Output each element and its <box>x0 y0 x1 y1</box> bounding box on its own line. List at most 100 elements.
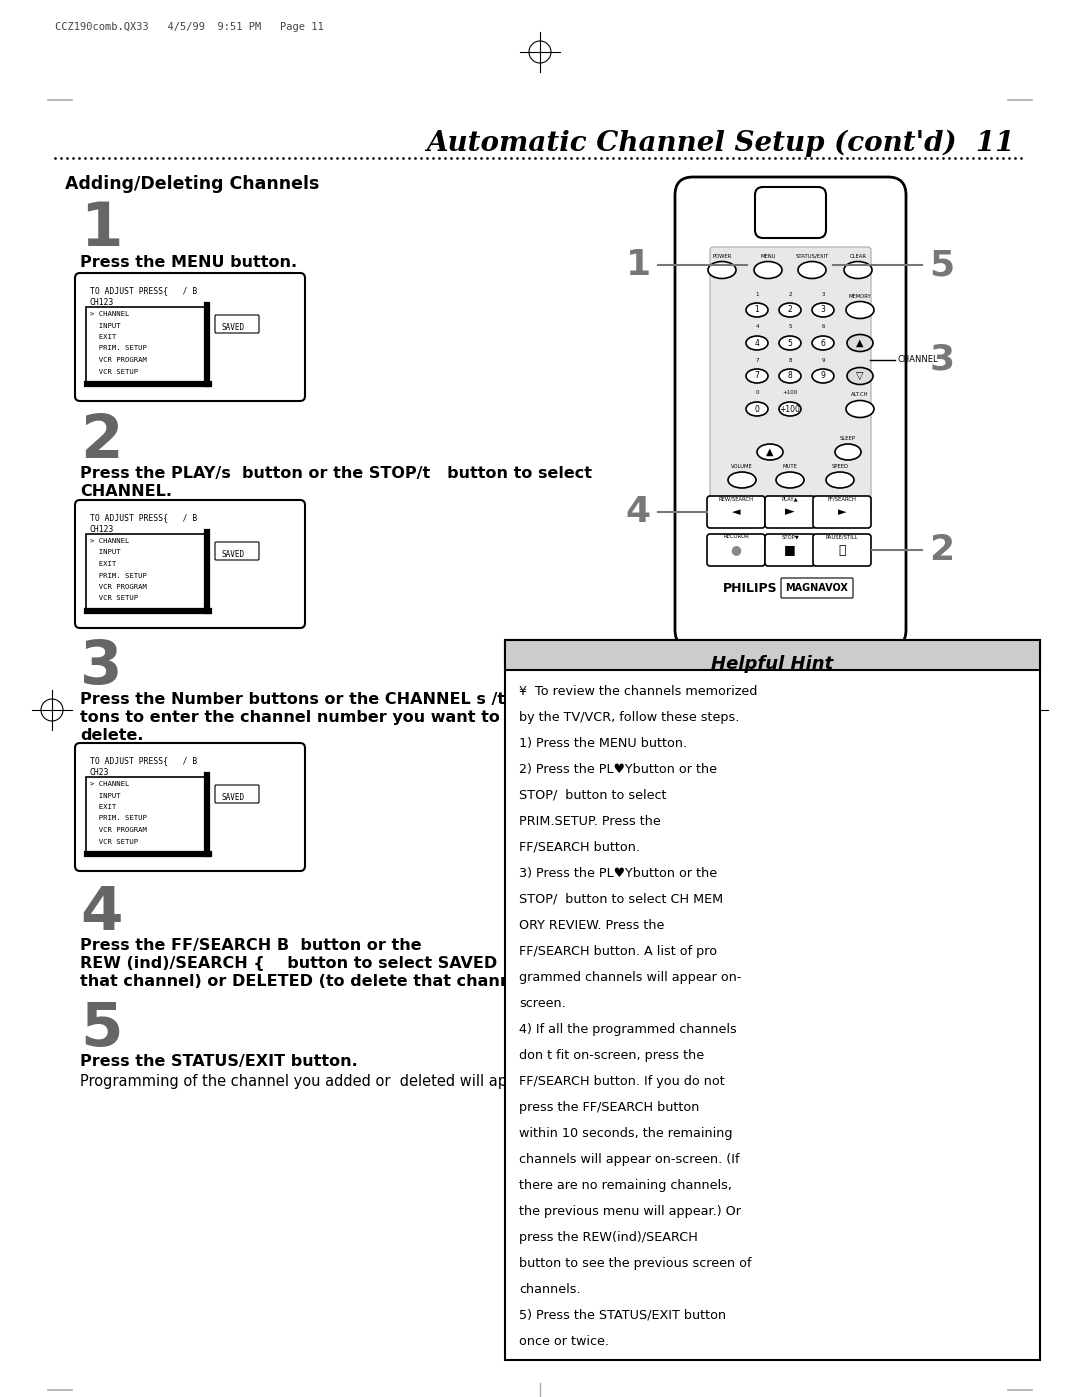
Text: 9: 9 <box>821 372 825 380</box>
FancyBboxPatch shape <box>707 534 765 566</box>
Text: ●: ● <box>730 543 742 556</box>
Text: 3: 3 <box>80 638 122 697</box>
Text: RECORDR: RECORDR <box>724 535 748 539</box>
Ellipse shape <box>826 472 854 488</box>
Text: that channel) or DELETED (to delete that channel).: that channel) or DELETED (to delete that… <box>80 974 541 989</box>
Text: delete.: delete. <box>80 728 144 743</box>
Bar <box>86 307 206 384</box>
Text: FF/SEARCH button. If you do not: FF/SEARCH button. If you do not <box>519 1076 725 1088</box>
Text: TO ADJUST PRESS{   / B: TO ADJUST PRESS{ / B <box>90 286 198 295</box>
Text: ¥  To review the channels memorized: ¥ To review the channels memorized <box>519 685 757 698</box>
Text: VCR SETUP: VCR SETUP <box>90 369 138 374</box>
Text: INPUT: INPUT <box>90 549 121 556</box>
Text: 1: 1 <box>80 200 122 258</box>
Text: PAUSE/STILL: PAUSE/STILL <box>826 535 859 539</box>
Text: channels.: channels. <box>519 1282 581 1296</box>
Text: TO ADJUST PRESS{   / B: TO ADJUST PRESS{ / B <box>90 513 198 522</box>
Ellipse shape <box>757 444 783 460</box>
Text: Press the Number buttons or the CHANNEL s /t  but-: Press the Number buttons or the CHANNEL … <box>80 692 554 707</box>
Text: Press the STATUS/EXIT button.: Press the STATUS/EXIT button. <box>80 1053 357 1069</box>
Text: ▲: ▲ <box>766 447 773 457</box>
Text: ⏸: ⏸ <box>838 543 846 556</box>
Ellipse shape <box>779 402 801 416</box>
Ellipse shape <box>746 402 768 416</box>
Text: EXIT: EXIT <box>90 334 117 339</box>
FancyBboxPatch shape <box>215 542 259 560</box>
Text: VCR PROGRAM: VCR PROGRAM <box>90 358 147 363</box>
Text: there are no remaining channels,: there are no remaining channels, <box>519 1179 732 1192</box>
Text: 1: 1 <box>755 292 759 296</box>
Text: press the FF/SEARCH button: press the FF/SEARCH button <box>519 1101 700 1113</box>
Text: 8: 8 <box>788 358 792 362</box>
Text: 6: 6 <box>821 324 825 330</box>
FancyBboxPatch shape <box>75 272 305 401</box>
Ellipse shape <box>728 472 756 488</box>
Text: by the TV/VCR, follow these steps.: by the TV/VCR, follow these steps. <box>519 711 740 724</box>
Text: 3: 3 <box>821 306 825 314</box>
Text: SAVED: SAVED <box>221 323 244 332</box>
Text: MEMORY: MEMORY <box>849 293 872 299</box>
Text: screen.: screen. <box>519 997 566 1010</box>
Text: CLEAR: CLEAR <box>850 253 866 258</box>
FancyBboxPatch shape <box>75 500 305 629</box>
FancyBboxPatch shape <box>710 247 870 518</box>
Text: button to see the previous screen of: button to see the previous screen of <box>519 1257 752 1270</box>
Text: 4: 4 <box>625 495 650 529</box>
Text: PRIM. SETUP: PRIM. SETUP <box>90 345 147 352</box>
Text: FF/SEARCH button. A list of pro: FF/SEARCH button. A list of pro <box>519 944 717 958</box>
Text: EXIT: EXIT <box>90 562 117 567</box>
Text: CH23: CH23 <box>90 768 109 777</box>
Bar <box>86 777 206 854</box>
Text: PRIM. SETUP: PRIM. SETUP <box>90 573 147 578</box>
Text: VOLUME: VOLUME <box>731 464 753 469</box>
Ellipse shape <box>746 303 768 317</box>
Text: the previous menu will appear.) Or: the previous menu will appear.) Or <box>519 1206 741 1218</box>
Text: PRIM.SETUP. Press the: PRIM.SETUP. Press the <box>519 814 661 828</box>
Text: Helpful Hint: Helpful Hint <box>711 655 833 673</box>
FancyBboxPatch shape <box>813 534 870 566</box>
Text: MENU: MENU <box>760 253 775 258</box>
Text: 7: 7 <box>755 358 759 362</box>
Text: ALT.CH: ALT.CH <box>851 393 868 398</box>
Text: INPUT: INPUT <box>90 792 121 799</box>
Text: 5: 5 <box>788 324 792 330</box>
Text: 7: 7 <box>755 372 759 380</box>
Text: CH123: CH123 <box>90 525 114 534</box>
Text: SLEEP: SLEEP <box>840 436 856 441</box>
Text: REW (ind)/SEARCH {    button to select SAVED (to add: REW (ind)/SEARCH { button to select SAVE… <box>80 956 568 971</box>
Text: ORY REVIEW. Press the: ORY REVIEW. Press the <box>519 919 664 932</box>
Text: STOP/  button to select: STOP/ button to select <box>519 789 666 802</box>
Text: 4: 4 <box>80 884 122 943</box>
Text: 6: 6 <box>821 338 825 348</box>
Ellipse shape <box>812 337 834 351</box>
Ellipse shape <box>812 369 834 383</box>
Ellipse shape <box>779 303 801 317</box>
Text: TO ADJUST PRESS{   / B: TO ADJUST PRESS{ / B <box>90 756 198 766</box>
Text: 9: 9 <box>821 358 825 362</box>
Text: POWER: POWER <box>713 253 731 258</box>
Text: STOP/  button to select CH MEM: STOP/ button to select CH MEM <box>519 893 724 907</box>
Text: Adding/Deleting Channels: Adding/Deleting Channels <box>65 175 320 193</box>
Text: > CHANNEL: > CHANNEL <box>90 312 130 317</box>
Ellipse shape <box>847 367 873 384</box>
Text: Press the MENU button.: Press the MENU button. <box>80 256 297 270</box>
Text: once or twice.: once or twice. <box>519 1336 609 1348</box>
FancyBboxPatch shape <box>755 187 826 237</box>
Ellipse shape <box>812 303 834 317</box>
Ellipse shape <box>708 261 735 278</box>
Ellipse shape <box>779 337 801 351</box>
Text: VCR SETUP: VCR SETUP <box>90 595 138 602</box>
Text: FF/SEARCH button.: FF/SEARCH button. <box>519 841 640 854</box>
Bar <box>505 640 1040 1361</box>
Ellipse shape <box>847 334 873 352</box>
FancyBboxPatch shape <box>781 578 853 598</box>
Text: 1: 1 <box>625 249 650 282</box>
Ellipse shape <box>779 369 801 383</box>
Text: don t fit on-screen, press the: don t fit on-screen, press the <box>519 1049 704 1062</box>
Text: PRIM. SETUP: PRIM. SETUP <box>90 816 147 821</box>
Text: MAGNAVOX: MAGNAVOX <box>785 583 849 592</box>
Text: 3) Press the PL♥Ybutton or the: 3) Press the PL♥Ybutton or the <box>519 868 717 880</box>
Text: VCR PROGRAM: VCR PROGRAM <box>90 584 147 590</box>
Text: 8: 8 <box>787 372 793 380</box>
Text: +100: +100 <box>782 391 798 395</box>
